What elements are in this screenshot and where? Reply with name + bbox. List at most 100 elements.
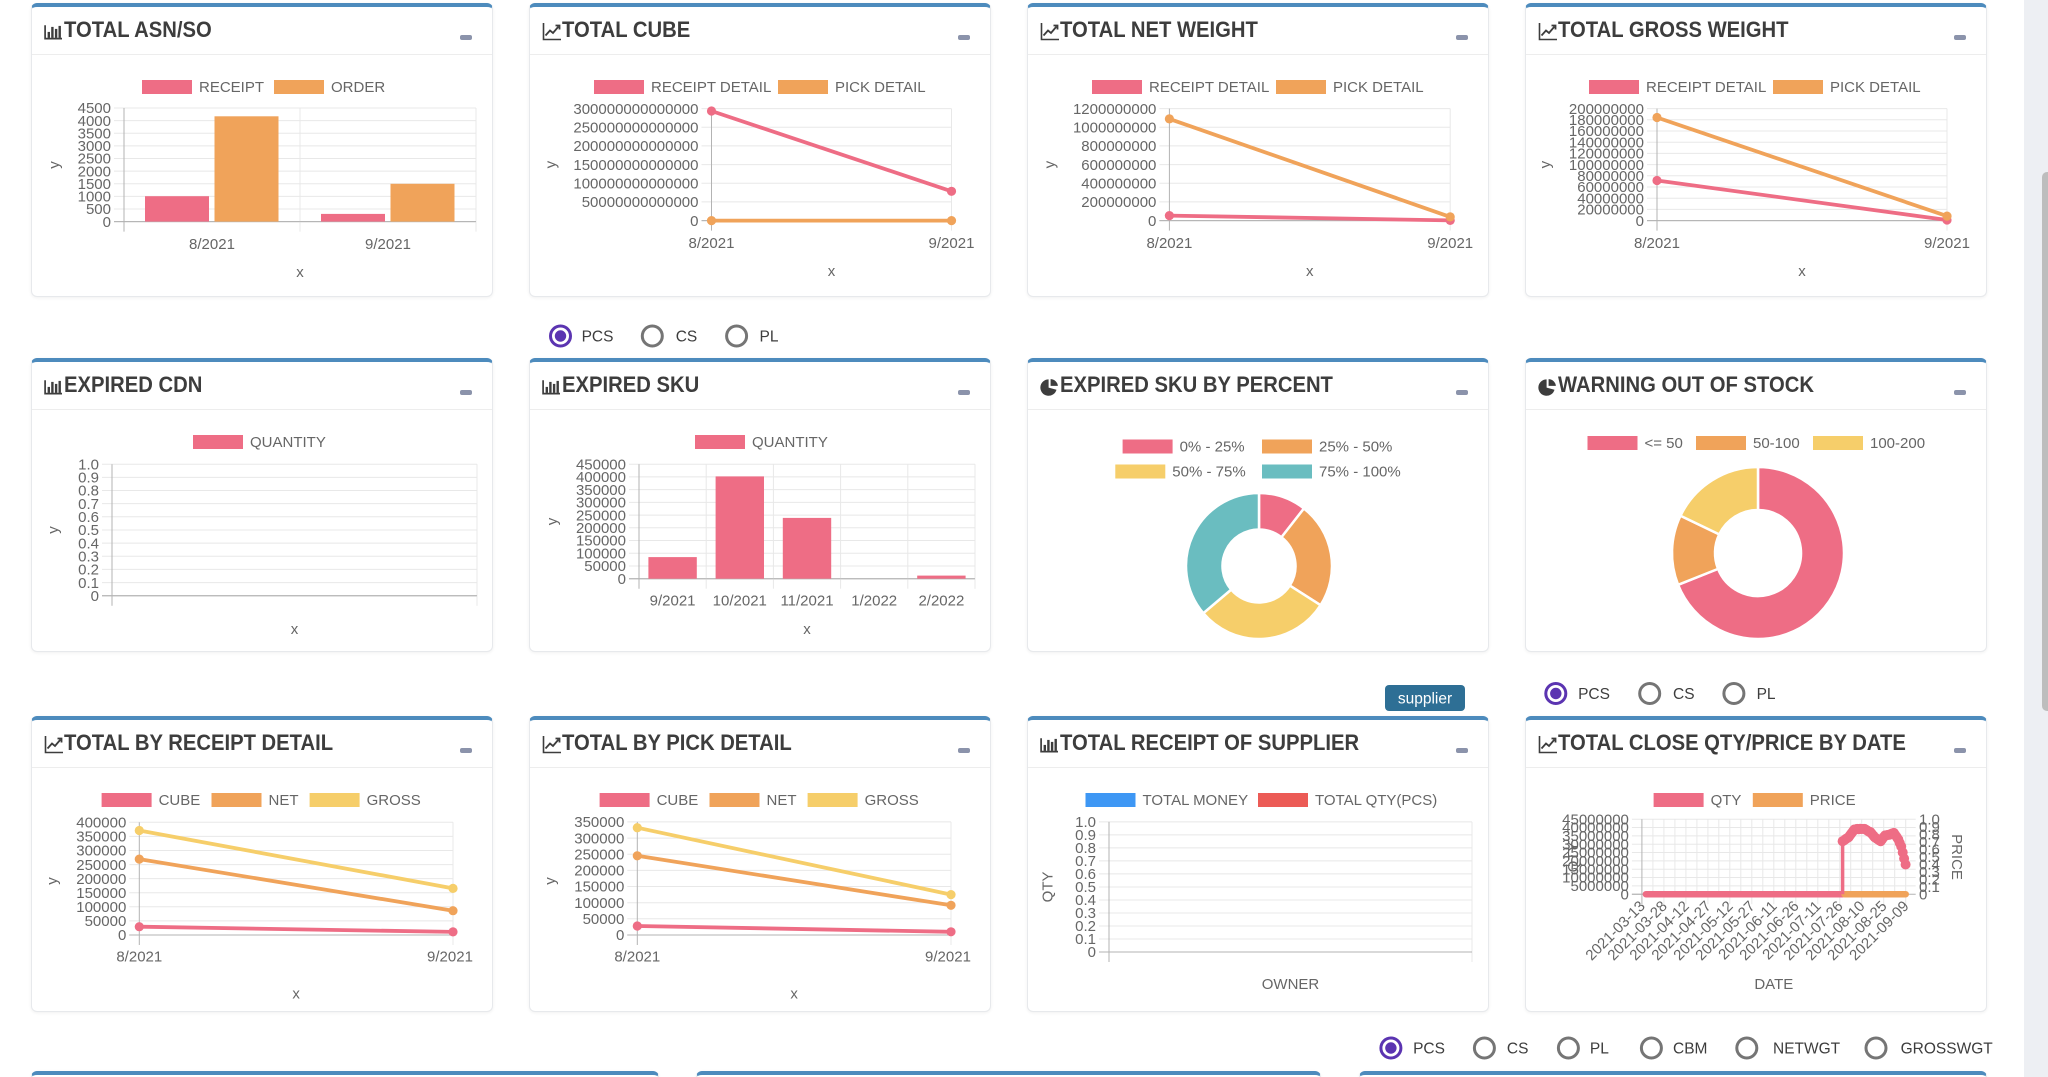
- svg-text:20000000: 20000000: [1577, 202, 1644, 219]
- svg-text:600000000: 600000000: [1081, 157, 1156, 174]
- svg-text:TOTAL QTY(PCS): TOTAL QTY(PCS): [1315, 792, 1437, 809]
- svg-text:0% - 25%: 0% - 25%: [1180, 439, 1245, 456]
- svg-text:0.7: 0.7: [1919, 834, 1940, 851]
- svg-text:QUANTITY: QUANTITY: [752, 434, 828, 451]
- svg-text:x: x: [828, 263, 836, 280]
- svg-text:9/2021: 9/2021: [427, 949, 473, 966]
- svg-text:50000: 50000: [85, 913, 127, 930]
- svg-text:10000000: 10000000: [1562, 870, 1629, 887]
- svg-text:11/2021: 11/2021: [780, 593, 833, 610]
- svg-text:8/2021: 8/2021: [189, 236, 235, 253]
- svg-text:CUBE: CUBE: [159, 792, 201, 809]
- svg-text:x: x: [803, 621, 811, 638]
- svg-text:0: 0: [1621, 886, 1629, 903]
- svg-text:x: x: [790, 986, 798, 1003]
- svg-text:0.6: 0.6: [1919, 841, 1940, 858]
- svg-text:0.8: 0.8: [1919, 826, 1940, 843]
- svg-text:GROSS: GROSS: [367, 792, 421, 809]
- svg-text:PCS: PCS: [1578, 686, 1610, 703]
- svg-text:0.9: 0.9: [78, 470, 99, 487]
- svg-text:180000000: 180000000: [1569, 112, 1644, 129]
- svg-text:DATE: DATE: [1754, 976, 1793, 993]
- svg-text:0.5: 0.5: [78, 522, 99, 539]
- svg-text:y: y: [44, 877, 61, 885]
- svg-text:y: y: [46, 161, 63, 169]
- svg-text:8/2021: 8/2021: [1634, 235, 1680, 252]
- svg-text:5000000: 5000000: [1570, 878, 1628, 895]
- svg-text:0.9: 0.9: [1919, 819, 1940, 836]
- svg-text:10/2021: 10/2021: [713, 593, 767, 610]
- svg-text:25% - 50%: 25% - 50%: [1319, 439, 1392, 456]
- svg-text:1.0: 1.0: [1919, 811, 1940, 828]
- svg-text:250000: 250000: [76, 857, 126, 874]
- svg-text:x: x: [296, 264, 304, 281]
- svg-text:QTY: QTY: [1040, 871, 1057, 902]
- svg-text:0: 0: [690, 213, 698, 230]
- svg-text:20000000: 20000000: [1562, 853, 1629, 870]
- svg-text:0: 0: [1919, 886, 1927, 903]
- svg-text:300000: 300000: [574, 830, 624, 847]
- svg-text:9/2021: 9/2021: [1427, 235, 1473, 252]
- svg-text:QTY: QTY: [1565, 842, 1582, 873]
- svg-text:150000: 150000: [574, 879, 624, 896]
- svg-text:y: y: [45, 526, 62, 534]
- svg-text:x: x: [1798, 263, 1806, 280]
- svg-text:1.0: 1.0: [1075, 814, 1096, 831]
- svg-text:9/2021: 9/2021: [929, 235, 975, 252]
- svg-text:0.3: 0.3: [78, 549, 99, 566]
- svg-text:1500: 1500: [78, 176, 111, 193]
- svg-text:50000000000000: 50000000000000: [582, 194, 699, 211]
- svg-text:CS: CS: [676, 329, 698, 346]
- svg-text:120000000: 120000000: [1569, 146, 1644, 163]
- svg-text:PRICE: PRICE: [1948, 834, 1965, 880]
- svg-text:100000: 100000: [574, 895, 624, 912]
- svg-text:50-100: 50-100: [1753, 435, 1800, 452]
- svg-text:QUANTITY: QUANTITY: [250, 434, 326, 451]
- svg-text:30000000: 30000000: [1562, 836, 1629, 853]
- svg-text:CBM: CBM: [1673, 1041, 1707, 1058]
- svg-text:350000: 350000: [576, 482, 626, 499]
- svg-text:0.7: 0.7: [1075, 853, 1096, 870]
- svg-text:RECEIPT DETAIL: RECEIPT DETAIL: [1646, 79, 1766, 96]
- svg-text:200000000: 200000000: [1081, 194, 1156, 211]
- svg-text:PCS: PCS: [1413, 1041, 1445, 1058]
- svg-text:1000000000: 1000000000: [1073, 120, 1156, 137]
- svg-text:supplier: supplier: [1398, 691, 1452, 708]
- svg-text:y: y: [1041, 160, 1058, 168]
- svg-text:0.3: 0.3: [1919, 864, 1940, 881]
- svg-text:PL: PL: [1590, 1041, 1609, 1058]
- svg-text:3000: 3000: [78, 138, 111, 155]
- svg-text:400000000: 400000000: [1081, 176, 1156, 193]
- svg-text:50000: 50000: [583, 911, 625, 928]
- svg-text:PICK DETAIL: PICK DETAIL: [835, 79, 926, 96]
- svg-text:0.1: 0.1: [1075, 931, 1096, 948]
- svg-text:0.4: 0.4: [78, 535, 99, 552]
- svg-text:2500: 2500: [78, 151, 111, 168]
- svg-text:GROSSWGT: GROSSWGT: [1901, 1041, 1994, 1058]
- svg-text:250000: 250000: [576, 507, 626, 524]
- svg-text:0.4: 0.4: [1075, 892, 1096, 909]
- svg-text:160000000: 160000000: [1569, 123, 1644, 140]
- svg-text:50% - 75%: 50% - 75%: [1172, 464, 1245, 481]
- svg-text:9/2021: 9/2021: [925, 949, 971, 966]
- svg-text:0: 0: [1636, 213, 1644, 230]
- svg-text:100000000000000: 100000000000000: [573, 176, 698, 193]
- svg-text:0: 0: [118, 927, 126, 944]
- svg-text:PICK DETAIL: PICK DETAIL: [1333, 79, 1424, 96]
- svg-text:y: y: [544, 517, 561, 525]
- svg-text:0.2: 0.2: [1919, 871, 1940, 888]
- svg-text:60000000: 60000000: [1577, 179, 1644, 196]
- svg-text:x: x: [1306, 263, 1314, 280]
- svg-text:35000000: 35000000: [1562, 828, 1629, 845]
- svg-text:x: x: [292, 986, 300, 1003]
- svg-text:CUBE: CUBE: [657, 792, 699, 809]
- svg-text:0: 0: [1148, 213, 1156, 230]
- svg-text:45000000: 45000000: [1562, 811, 1629, 828]
- svg-text:CS: CS: [1673, 686, 1695, 703]
- svg-text:0.3: 0.3: [1075, 905, 1096, 922]
- svg-text:300000: 300000: [76, 843, 126, 860]
- svg-text:0.6: 0.6: [78, 509, 99, 526]
- svg-text:PRICE: PRICE: [1810, 792, 1856, 809]
- svg-text:<= 50: <= 50: [1645, 435, 1683, 452]
- svg-text:RECEIPT: RECEIPT: [199, 79, 264, 96]
